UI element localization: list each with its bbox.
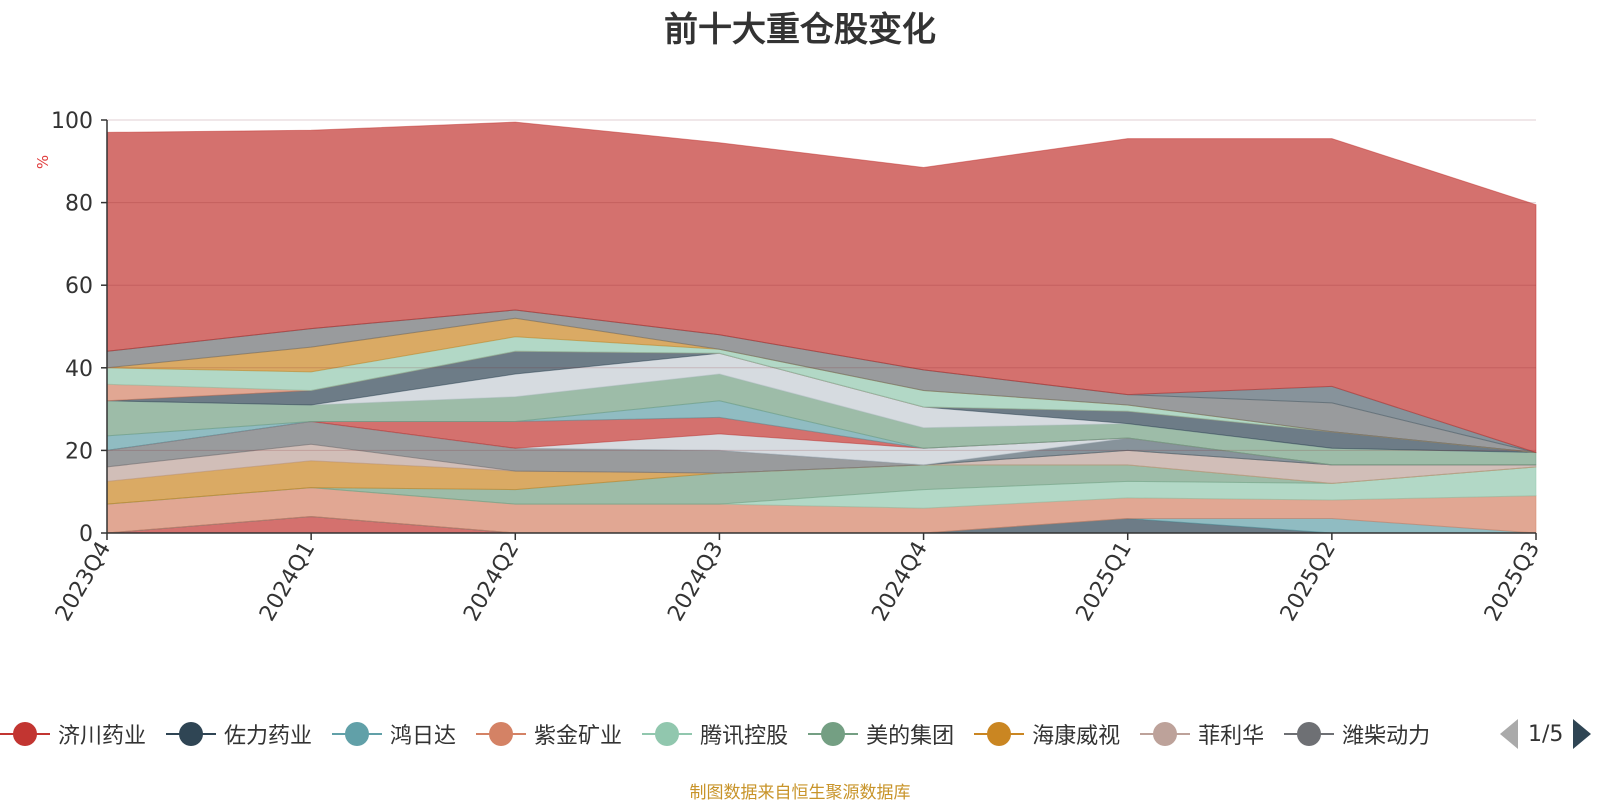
- y-tick-label: 0: [79, 522, 93, 547]
- legend-marker-icon: [476, 722, 527, 746]
- legend-item[interactable]: 美的集团: [808, 716, 954, 752]
- legend-label: 紫金矿业: [534, 724, 623, 749]
- legend-label: 潍柴动力: [1342, 724, 1431, 749]
- legend-marker-icon: [974, 722, 1025, 746]
- legend-label: 菲利华: [1198, 724, 1265, 749]
- legend-item[interactable]: 济川药业: [0, 716, 146, 752]
- legend-item[interactable]: 潍柴动力: [1284, 716, 1430, 752]
- source-note: 制图数据来自恒生聚源数据库: [689, 783, 911, 803]
- legend-items: 济川药业 佐力药业 鸿日达 紫金矿业 腾讯控股 美的集团 海康威视 菲利华 潍柴动力: [0, 716, 1482, 752]
- legend-label: 济川药业: [58, 724, 147, 749]
- legend: 济川药业 佐力药业 鸿日达 紫金矿业 腾讯控股 美的集团 海康威视 菲利华 潍柴动力 1/5: [0, 716, 1600, 752]
- x-tick-label: 2024Q3: [663, 538, 728, 626]
- stacked-area-chart: 0 20 40 60 80 100 2023Q4 2024Q1 2024Q2 2024Q3 2024…: [34, 109, 1545, 626]
- x-tick-label: 2024Q2: [459, 538, 524, 626]
- legend-label: 鸿日达: [390, 724, 457, 749]
- y-tick-label: 60: [65, 274, 93, 299]
- area-series-21: [106, 121, 1537, 454]
- legend-marker-icon: [166, 722, 217, 746]
- legend-label: 佐力药业: [224, 724, 313, 749]
- y-tick-label: 100: [51, 109, 93, 134]
- legend-pager: 1/5: [1500, 716, 1592, 752]
- legend-item[interactable]: 腾讯控股: [642, 716, 788, 752]
- y-axis-label: %: [34, 155, 52, 169]
- y-tick-label: 20: [65, 439, 93, 464]
- legend-item[interactable]: 鸿日达: [332, 716, 456, 752]
- x-tick-label: 2025Q1: [1072, 538, 1137, 626]
- chart-title: 前十大重仓股变化: [664, 10, 936, 50]
- legend-label: 美的集团: [866, 724, 955, 749]
- legend-prev-icon[interactable]: [1500, 719, 1518, 749]
- legend-marker-icon: [332, 722, 383, 746]
- legend-next-icon[interactable]: [1573, 719, 1592, 749]
- area-layer: [106, 121, 1537, 534]
- legend-item[interactable]: 菲利华: [1140, 716, 1264, 752]
- x-tick-label: 2025Q2: [1276, 538, 1341, 626]
- x-tick-label: 2024Q4: [867, 538, 932, 626]
- legend-marker-icon: [0, 722, 50, 746]
- legend-label: 腾讯控股: [700, 724, 789, 749]
- y-tick-label: 40: [65, 357, 93, 382]
- x-tick-label: 2025Q3: [1480, 538, 1545, 626]
- legend-marker-icon: [1140, 722, 1191, 746]
- legend-marker-icon: [642, 722, 693, 746]
- legend-marker-icon: [808, 722, 859, 746]
- legend-item[interactable]: 紫金矿业: [476, 716, 622, 752]
- y-tick-label: 80: [65, 192, 93, 217]
- legend-item[interactable]: 海康威视: [974, 716, 1120, 752]
- legend-page-indicator: 1/5: [1528, 721, 1564, 747]
- legend-label: 海康威视: [1032, 724, 1121, 749]
- legend-item[interactable]: 佐力药业: [166, 716, 312, 752]
- x-tick-label: 2024Q1: [255, 538, 320, 626]
- x-tick-label: 2023Q4: [51, 538, 116, 626]
- legend-marker-icon: [1284, 722, 1335, 746]
